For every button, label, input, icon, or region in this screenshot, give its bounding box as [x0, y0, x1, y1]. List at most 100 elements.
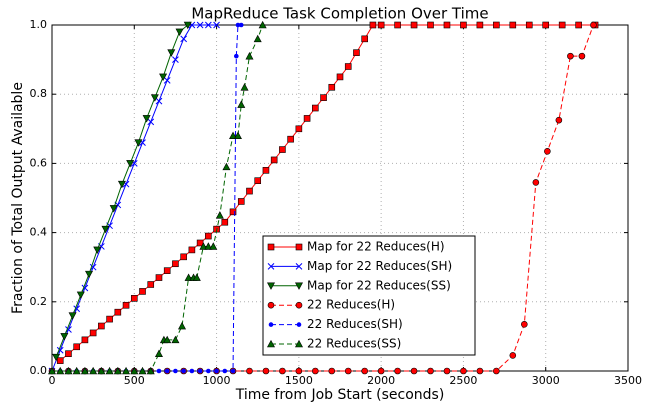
marker [130, 366, 139, 375]
x-tick-label: 2000 [367, 374, 395, 387]
marker [377, 21, 385, 29]
marker [542, 21, 550, 29]
marker [47, 366, 57, 375]
marker [167, 49, 176, 57]
marker [233, 131, 242, 140]
marker [394, 367, 401, 375]
marker [328, 83, 336, 91]
marker [130, 295, 138, 302]
x-tick-label: 3000 [532, 374, 560, 387]
y-tick-label: 1.0 [30, 18, 48, 31]
marker [138, 366, 147, 375]
marker [544, 147, 551, 155]
marker [214, 368, 219, 374]
marker [267, 301, 275, 309]
marker [493, 367, 500, 375]
marker [295, 243, 303, 251]
marker [180, 35, 188, 43]
x-tick-label: 1000 [203, 374, 231, 387]
legend-label: Map for 22 Reduces(SS) [307, 278, 451, 292]
marker [76, 291, 85, 300]
y-tick-label: 0.6 [30, 156, 48, 169]
marker [154, 349, 163, 357]
y-tick-label: 0.2 [30, 295, 48, 308]
marker [237, 100, 246, 108]
marker [344, 63, 352, 70]
legend-label: 22 Reduces(SS) [307, 337, 401, 351]
marker [262, 167, 270, 174]
marker [117, 180, 126, 189]
marker [427, 21, 434, 29]
marker [320, 94, 327, 101]
x-tick-label: 3500 [614, 374, 642, 387]
marker [65, 350, 72, 358]
marker [369, 21, 377, 29]
marker [89, 366, 98, 375]
marker [205, 232, 212, 240]
marker [267, 263, 275, 270]
marker [172, 56, 179, 63]
marker [56, 366, 65, 375]
series-line [52, 24, 242, 372]
marker [199, 242, 208, 250]
marker [68, 312, 77, 320]
marker [209, 242, 218, 250]
marker [246, 367, 253, 375]
marker [267, 243, 275, 251]
marker [558, 21, 566, 29]
marker [126, 160, 135, 168]
marker [221, 218, 229, 226]
marker [189, 368, 195, 374]
marker [575, 21, 582, 29]
marker [113, 366, 122, 375]
marker [234, 53, 239, 59]
y-tick-label: 0.0 [30, 364, 48, 377]
marker [578, 52, 586, 60]
marker [287, 135, 294, 143]
marker [204, 242, 213, 250]
marker [258, 20, 267, 29]
marker [184, 273, 193, 281]
marker [180, 253, 187, 261]
marker [532, 179, 540, 186]
marker [146, 366, 155, 375]
marker [206, 368, 211, 374]
marker [254, 177, 262, 184]
marker [294, 282, 304, 290]
marker [196, 21, 204, 29]
marker [443, 21, 451, 29]
marker [93, 246, 102, 255]
y-axis-label: Fraction of Total Output Available [10, 82, 26, 314]
marker [294, 339, 304, 348]
marker [238, 22, 244, 28]
marker [72, 366, 81, 375]
marker [427, 367, 434, 375]
chart-title: MapReduce Task Completion Over Time [191, 5, 488, 23]
marker [222, 368, 228, 374]
marker [181, 368, 186, 374]
x-axis-label: Time from Job Start (seconds) [235, 387, 445, 403]
marker [163, 335, 172, 344]
marker [246, 187, 253, 195]
marker [230, 368, 236, 374]
marker [175, 28, 184, 37]
legend: Map for 22 Reduces(H) Map for 22 Reduces(… [262, 235, 476, 356]
marker [183, 21, 192, 30]
marker [98, 322, 105, 330]
marker [229, 131, 238, 140]
marker [159, 73, 168, 82]
marker [52, 353, 61, 362]
marker [229, 208, 237, 216]
marker [197, 368, 203, 374]
marker [73, 343, 80, 351]
marker [105, 366, 114, 375]
marker [266, 282, 276, 290]
marker [156, 368, 162, 374]
marker [89, 329, 97, 337]
marker [443, 367, 451, 375]
marker [106, 315, 113, 323]
marker [163, 77, 171, 84]
series-line [55, 24, 189, 358]
marker [394, 21, 401, 29]
marker [295, 301, 303, 309]
